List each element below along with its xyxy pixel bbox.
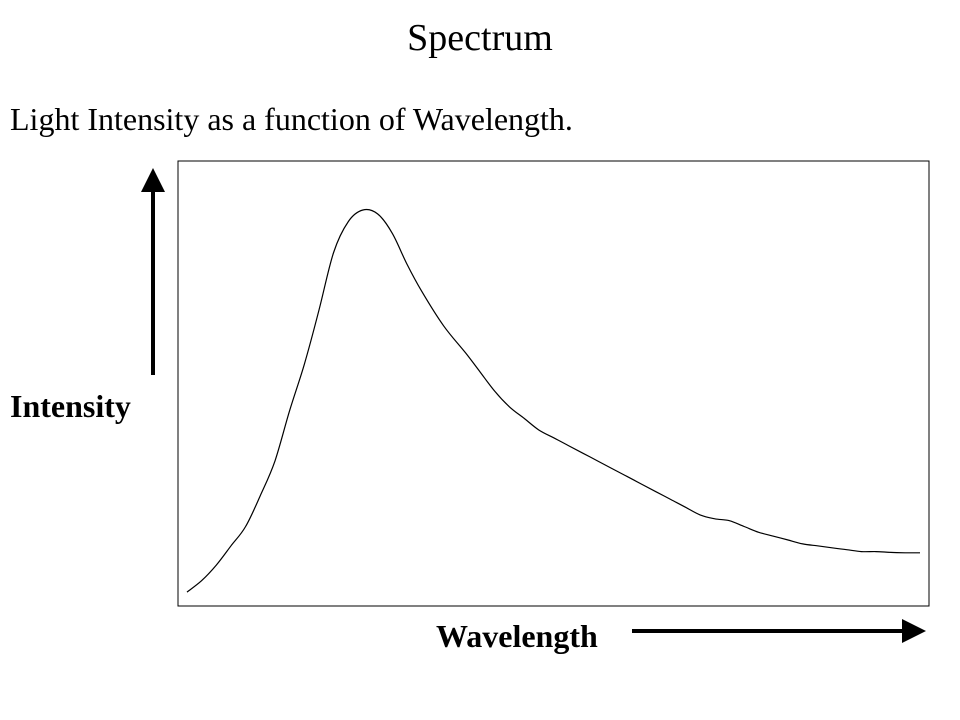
chart-subtitle: Light Intensity as a function of Wavelen… — [10, 101, 573, 137]
page-title: Spectrum — [407, 17, 553, 59]
plot-frame — [177, 160, 930, 607]
intensity-series-line — [186, 208, 920, 593]
y-axis-label: Intensity — [10, 388, 131, 424]
x-axis-label: Wavelength — [436, 618, 598, 654]
